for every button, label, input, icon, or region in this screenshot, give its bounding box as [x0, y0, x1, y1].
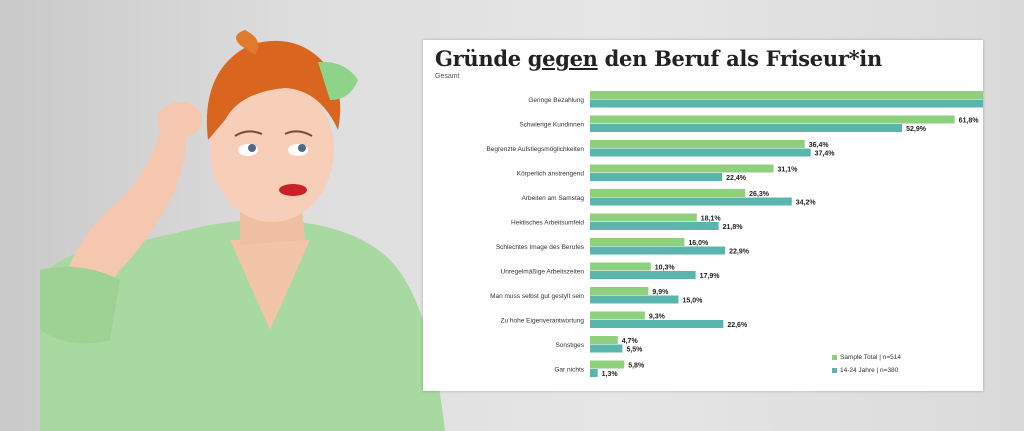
category-label: Sonstiges [555, 342, 584, 349]
category-label: Arbeiten am Samstag [521, 195, 584, 202]
bar-sample-total [590, 262, 651, 271]
value-label: 15,0% [683, 298, 704, 305]
woman-thinking-illustration [40, 30, 445, 431]
bar-14-24-jahre [590, 99, 983, 108]
bar-sample-total [590, 287, 649, 295]
value-label: 52,9% [906, 126, 927, 133]
bar-sample-total [590, 213, 697, 222]
bar-chart: Geringe Bezahlung75,9%70,5%Schwierige Ku… [486, 91, 983, 378]
bar-sample-total [590, 115, 955, 124]
category-label: Geringe Bezahlung [528, 97, 584, 104]
value-label: 21,8% [723, 224, 744, 231]
value-label: 10,3% [655, 265, 676, 272]
red-lips [279, 184, 307, 196]
value-label: 22,9% [729, 249, 750, 256]
value-label: 17,9% [700, 273, 721, 280]
green-shirt [40, 219, 445, 431]
legend-swatch-total [832, 355, 837, 360]
bar-14-24-jahre [590, 197, 792, 206]
legend-label-young: 14-24 Jahre | n=380 [840, 367, 899, 374]
bar-14-24-jahre [590, 320, 724, 328]
category-label: Zu hohe Eigenverantwortung [501, 318, 585, 325]
value-label: 31,1% [777, 167, 798, 174]
category-label: Schwierige Kundinnen [519, 122, 584, 129]
value-label: 61,8% [959, 118, 980, 125]
value-label: 37,4% [815, 151, 836, 158]
chart-subtitle: Gesamt [435, 73, 460, 80]
bar-sample-total [590, 238, 685, 246]
bar-sample-total [590, 91, 983, 99]
bar-14-24-jahre [590, 124, 903, 132]
bar-14-24-jahre [590, 344, 623, 353]
value-label: 26,3% [749, 191, 770, 198]
bar-14-24-jahre [590, 246, 726, 255]
bar-sample-total [590, 360, 625, 369]
bar-14-24-jahre [590, 173, 723, 181]
bar-sample-total [590, 140, 805, 148]
category-label: Körperlich anstrengend [517, 171, 585, 178]
category-label: Man muss selbst gut gestylt sein [490, 293, 584, 300]
value-label: 34,2% [796, 200, 817, 207]
bar-sample-total [590, 164, 774, 173]
raised-arm [60, 120, 187, 300]
legend-swatch-young [832, 368, 837, 373]
category-label: Unregelmäßige Arbeitszeiten [501, 269, 585, 276]
value-label: 4,7% [622, 338, 639, 345]
legend-item-total: Sample Total | n=514 [832, 351, 901, 364]
value-label: 18,1% [701, 216, 722, 223]
value-label: 22,4% [726, 175, 747, 182]
value-label: 36,4% [809, 142, 830, 149]
value-label: 9,9% [652, 289, 669, 296]
chart-title: Gründe gegen den Beruf als Friseur*in [435, 46, 882, 71]
category-label: Gar nichts [554, 367, 584, 374]
legend: Sample Total | n=514 14-24 Jahre | n=380 [832, 351, 901, 377]
value-label: 16,0% [688, 240, 709, 247]
category-label: Schlechtes Image des Berufes [496, 244, 585, 251]
bar-sample-total [590, 189, 746, 197]
legend-item-young: 14-24 Jahre | n=380 [832, 364, 901, 377]
red-hair [206, 40, 341, 141]
bar-14-24-jahre [590, 295, 679, 304]
value-label: 9,3% [649, 314, 666, 321]
bar-14-24-jahre [590, 148, 811, 157]
chart-card: Gründe gegen den Beruf als Friseur*in Ge… [423, 40, 983, 391]
category-label: Begrenzte Aufstiegsmöglichkeiten [486, 146, 584, 153]
bar-14-24-jahre [590, 369, 598, 377]
value-label: 5,5% [626, 347, 643, 354]
chart-title-emphasis: gegen [527, 46, 598, 71]
value-label: 1,3% [602, 371, 619, 378]
bar-14-24-jahre [590, 222, 719, 230]
category-label: Hektisches Arbeitsumfeld [511, 220, 584, 227]
value-label: 22,6% [727, 322, 748, 329]
value-label: 5,8% [628, 363, 645, 370]
bar-sample-total [590, 336, 618, 344]
bar-sample-total [590, 311, 645, 320]
legend-label-total: Sample Total | n=514 [840, 354, 902, 361]
bar-14-24-jahre [590, 271, 696, 279]
